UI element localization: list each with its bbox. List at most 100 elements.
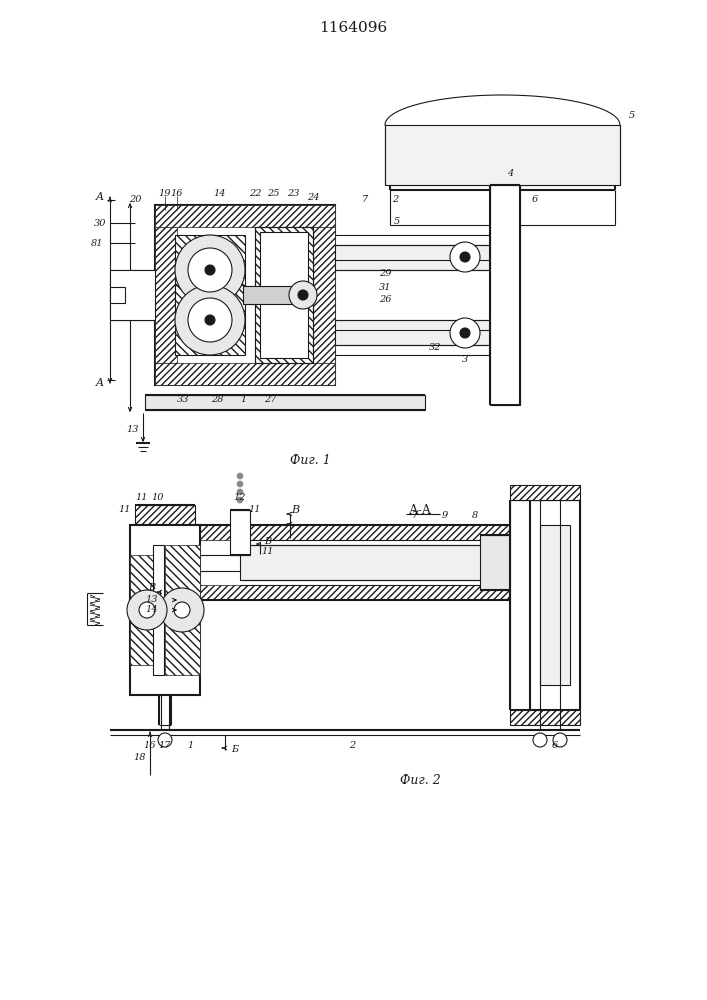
Text: 16: 16 [144, 740, 156, 750]
Text: 14: 14 [146, 605, 158, 614]
Text: 2: 2 [392, 196, 398, 205]
Bar [240, 545, 500, 580]
Bar [130, 525, 200, 695]
Bar [530, 500, 580, 710]
Text: 20: 20 [129, 196, 141, 205]
Text: 81: 81 [90, 238, 103, 247]
Circle shape [175, 235, 245, 305]
Text: 4: 4 [507, 168, 513, 178]
Bar [195, 585, 510, 600]
Circle shape [205, 265, 215, 275]
Bar [175, 235, 245, 305]
Bar [255, 227, 313, 363]
Circle shape [188, 298, 232, 342]
Text: 5: 5 [629, 110, 635, 119]
Bar [145, 395, 425, 410]
Text: 11: 11 [119, 506, 132, 514]
Bar [130, 555, 153, 665]
Text: 19: 19 [159, 188, 171, 198]
Bar [195, 525, 510, 540]
Text: 1: 1 [240, 395, 246, 404]
Text: 1: 1 [187, 740, 193, 750]
Text: 11: 11 [136, 492, 148, 502]
Bar [510, 500, 530, 710]
Circle shape [205, 315, 215, 325]
Text: A: A [96, 192, 104, 202]
Bar [255, 227, 313, 363]
Text: 28: 28 [211, 395, 223, 404]
Text: Фиг. 2: Фиг. 2 [399, 774, 440, 786]
Bar [335, 245, 510, 270]
Text: 7: 7 [362, 196, 368, 205]
Text: В: В [264, 538, 271, 546]
Text: 11: 11 [249, 506, 262, 514]
Circle shape [175, 285, 245, 355]
Text: 1164096: 1164096 [319, 21, 387, 35]
Text: 27: 27 [264, 395, 276, 404]
Bar [480, 535, 510, 590]
Circle shape [237, 481, 243, 487]
Text: 18: 18 [134, 754, 146, 762]
Bar [313, 227, 335, 363]
Text: 16: 16 [171, 188, 183, 198]
Circle shape [174, 602, 190, 618]
Circle shape [237, 489, 243, 495]
Bar [510, 485, 580, 500]
Text: 2: 2 [349, 740, 355, 750]
Circle shape [158, 733, 172, 747]
Text: 14: 14 [214, 188, 226, 198]
Text: 11: 11 [262, 548, 274, 556]
Text: 9: 9 [442, 510, 448, 520]
Text: 10: 10 [152, 492, 164, 502]
Bar [510, 710, 580, 725]
Bar [155, 205, 335, 385]
Text: 6: 6 [532, 196, 538, 205]
Text: A: A [96, 378, 104, 388]
Text: 17: 17 [159, 740, 171, 750]
Circle shape [553, 733, 567, 747]
Bar [155, 205, 335, 227]
Circle shape [127, 590, 167, 630]
Text: 30: 30 [94, 219, 106, 228]
Text: 7: 7 [412, 510, 418, 520]
Text: В: В [148, 584, 156, 592]
Text: 26: 26 [379, 296, 391, 304]
Text: Б: Б [231, 746, 238, 754]
Text: 12: 12 [234, 492, 246, 502]
Circle shape [298, 290, 308, 300]
Text: 13: 13 [127, 426, 139, 434]
Circle shape [533, 733, 547, 747]
Circle shape [237, 497, 243, 503]
Bar [110, 287, 125, 303]
Bar [175, 285, 245, 355]
Bar [385, 125, 620, 185]
Circle shape [289, 281, 317, 309]
Text: 33: 33 [177, 395, 189, 404]
Circle shape [160, 588, 204, 632]
Text: 3: 3 [462, 356, 468, 364]
Bar [135, 505, 195, 525]
Text: 13: 13 [146, 595, 158, 604]
Bar [110, 270, 155, 320]
Text: 24: 24 [307, 192, 320, 202]
Bar [153, 545, 164, 675]
Bar [540, 525, 570, 685]
Text: 25: 25 [267, 188, 279, 198]
Text: 32: 32 [428, 342, 441, 352]
Text: А-А: А-А [409, 504, 431, 516]
Bar [260, 232, 308, 358]
Text: 31: 31 [379, 284, 391, 292]
Text: 8: 8 [472, 510, 478, 520]
Bar [165, 545, 200, 675]
Text: 22: 22 [249, 188, 262, 198]
Circle shape [450, 242, 480, 272]
Circle shape [460, 252, 470, 262]
Text: 29: 29 [379, 268, 391, 277]
Bar [490, 185, 520, 405]
Circle shape [188, 248, 232, 292]
Text: 18: 18 [114, 290, 127, 300]
Bar [155, 363, 335, 385]
Bar [155, 227, 177, 363]
Circle shape [450, 318, 480, 348]
Text: 23: 23 [287, 188, 299, 198]
